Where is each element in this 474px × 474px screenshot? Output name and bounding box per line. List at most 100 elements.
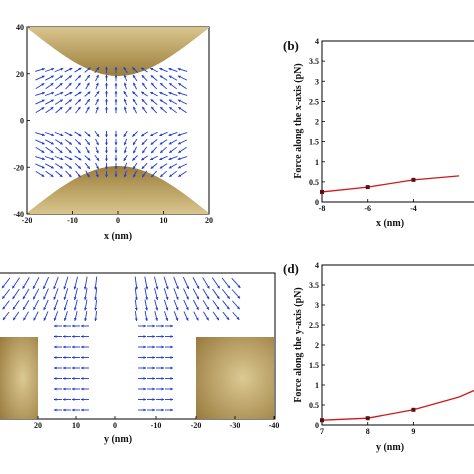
panel-a-field-arrow <box>45 82 54 90</box>
panel-c-field-arrow <box>42 276 50 290</box>
panel-a-field-arrow <box>54 139 64 145</box>
panel-a-field-arrow <box>44 91 55 96</box>
panel-d-data-point <box>320 418 324 423</box>
panel-c-field-arrow <box>153 276 159 290</box>
panel-c-field-arrow <box>83 276 88 290</box>
panel-b-ylabel: Force along the x-axis (pN) <box>293 63 304 178</box>
panel-a-field-arrow <box>150 146 158 154</box>
panel-a-field-arrow <box>55 106 63 114</box>
panel-a-field-arrow <box>123 138 128 146</box>
panel-a-field-arrow <box>45 75 54 81</box>
panel-a-field-arrow <box>159 106 168 114</box>
panel-c-x-tick-label: -20 <box>191 421 202 430</box>
panel-d-y-tick-label: 3.5 <box>309 281 319 290</box>
panel-c-field-arrow <box>202 300 210 310</box>
panel-b-y-tick-label: 0.5 <box>309 178 319 187</box>
panel-c-x-tick-label: 0 <box>113 421 117 430</box>
panel-c-field-arrow <box>154 288 159 301</box>
panel-a-field-arrow <box>159 82 168 90</box>
panel-a-field-arrow <box>141 162 148 170</box>
panel-a-field-arrow <box>133 146 137 154</box>
panel-a-field-arrow <box>54 91 64 97</box>
panel-a-field-arrow <box>85 82 90 90</box>
panel-a-field-arrow <box>177 163 188 169</box>
panel-c-field-arrow <box>73 276 78 290</box>
panel-c-field-arrow <box>173 311 179 321</box>
panel-c-field-arrow <box>23 311 29 321</box>
panel-c-field-arrow <box>144 288 149 301</box>
panel-a-field-arrow <box>64 75 73 81</box>
panel-a-field-arrow <box>150 91 158 97</box>
panel-c-field-arrow <box>154 299 159 311</box>
panel-a-field-arrow <box>150 139 158 145</box>
panel-a-field-arrow <box>150 155 158 161</box>
panel-a-field-arrow <box>141 146 148 154</box>
panel-a-field-arrow <box>159 131 168 137</box>
panel-a-field-arrow <box>84 74 91 82</box>
panel-c-field-arrow <box>32 277 40 290</box>
panel-b-y-tick-label: 1 <box>315 158 319 167</box>
panel-a-field-arrow <box>35 170 45 178</box>
panel-a-field-arrow <box>95 146 99 154</box>
panel-a-field-arrow <box>178 146 187 154</box>
panel-c-x-ticks: 20 10 0 -10 -20 -30 -40 <box>34 416 279 430</box>
panel-a-field-arrow <box>177 99 188 105</box>
panel-c-field-arrow <box>33 311 39 321</box>
panel-c-x-tick-label: 20 <box>34 421 42 430</box>
panel-c-field-arrow <box>232 300 240 310</box>
panel-c: 20 10 0 -10 -20 -30 -40 y (nm) <box>0 272 279 445</box>
panel-c-field-arrow <box>231 277 241 289</box>
panel-a-field-arrow <box>168 91 178 96</box>
panel-a-field-arrow <box>178 82 187 90</box>
panel-c-field-arrow <box>134 310 138 322</box>
panel-c-field-arrow <box>192 288 200 300</box>
panel-c-field-arrow <box>192 277 200 290</box>
panel-a-field-arrow <box>178 106 187 114</box>
panel-c-field-arrow <box>173 299 179 311</box>
panel-d-data-point <box>365 416 370 421</box>
panel-a-field-arrow <box>54 155 64 161</box>
panel-a-field-arrow <box>35 99 45 105</box>
panel-d-y-tick-label: 1 <box>315 381 319 390</box>
panel-d-xlabel: y (nm) <box>376 442 404 453</box>
panel-d-y-tick-label: 4 <box>315 261 319 270</box>
panel-a-field-arrow <box>35 156 46 161</box>
panel-c-field-arrow <box>183 311 189 321</box>
panel-a-field-arrow <box>35 146 45 154</box>
panel-a-field-arrow <box>123 146 127 154</box>
panel-a-field-arrow <box>132 98 138 106</box>
panel-b-xlabel: x (nm) <box>376 218 404 229</box>
panel-c-field-arrow <box>212 288 220 300</box>
panel-c-field-arrow <box>22 277 30 289</box>
panel-a-field-arrow <box>169 170 177 178</box>
panel-a-field-arrow <box>95 162 99 170</box>
panel-a-y-tick-label: -20 <box>13 163 24 172</box>
panel-a-field-arrow <box>35 67 46 72</box>
panel-a-field-arrow <box>141 98 148 106</box>
panel-a-x-tick-label: -10 <box>67 216 78 225</box>
panel-c-field-arrow <box>2 300 10 310</box>
panel-a-field-arrow <box>150 99 158 105</box>
panel-a-field-arrow <box>168 99 178 105</box>
panel-c-field-arrow <box>94 276 98 290</box>
panel-b-y-tick-label: 2.5 <box>309 97 319 106</box>
panel-a-y-tick-label: 20 <box>16 70 24 79</box>
panel-d-ylabel: Force along the y-axis (pN) <box>293 287 304 402</box>
panel-a-field-arrow <box>55 146 63 154</box>
panel-a-field-arrow <box>65 170 72 178</box>
panel-b-frame <box>321 40 474 203</box>
panel-a-field-arrow <box>74 131 82 137</box>
panel-a-field-arrow <box>35 75 45 81</box>
panel-c-field-arrow <box>63 299 69 311</box>
panel-a-field-arrow <box>132 91 138 97</box>
panel-a-field-arrow <box>141 138 148 146</box>
panel-c-field-arrow <box>134 276 138 290</box>
panel-d-x-tick-label: 7 <box>320 427 324 436</box>
panel-c-field-arrow <box>12 288 20 300</box>
panel-d-y-ticks: 0 0.5 1 1.5 2 2.5 3 3.5 4 <box>309 261 325 430</box>
panel-d-x-tick-label: 8 <box>366 427 370 436</box>
panel-b-x-tick-label: -8 <box>319 204 326 213</box>
panel-c-field-arrow <box>221 277 231 289</box>
panel-a-field-arrow <box>75 170 81 178</box>
